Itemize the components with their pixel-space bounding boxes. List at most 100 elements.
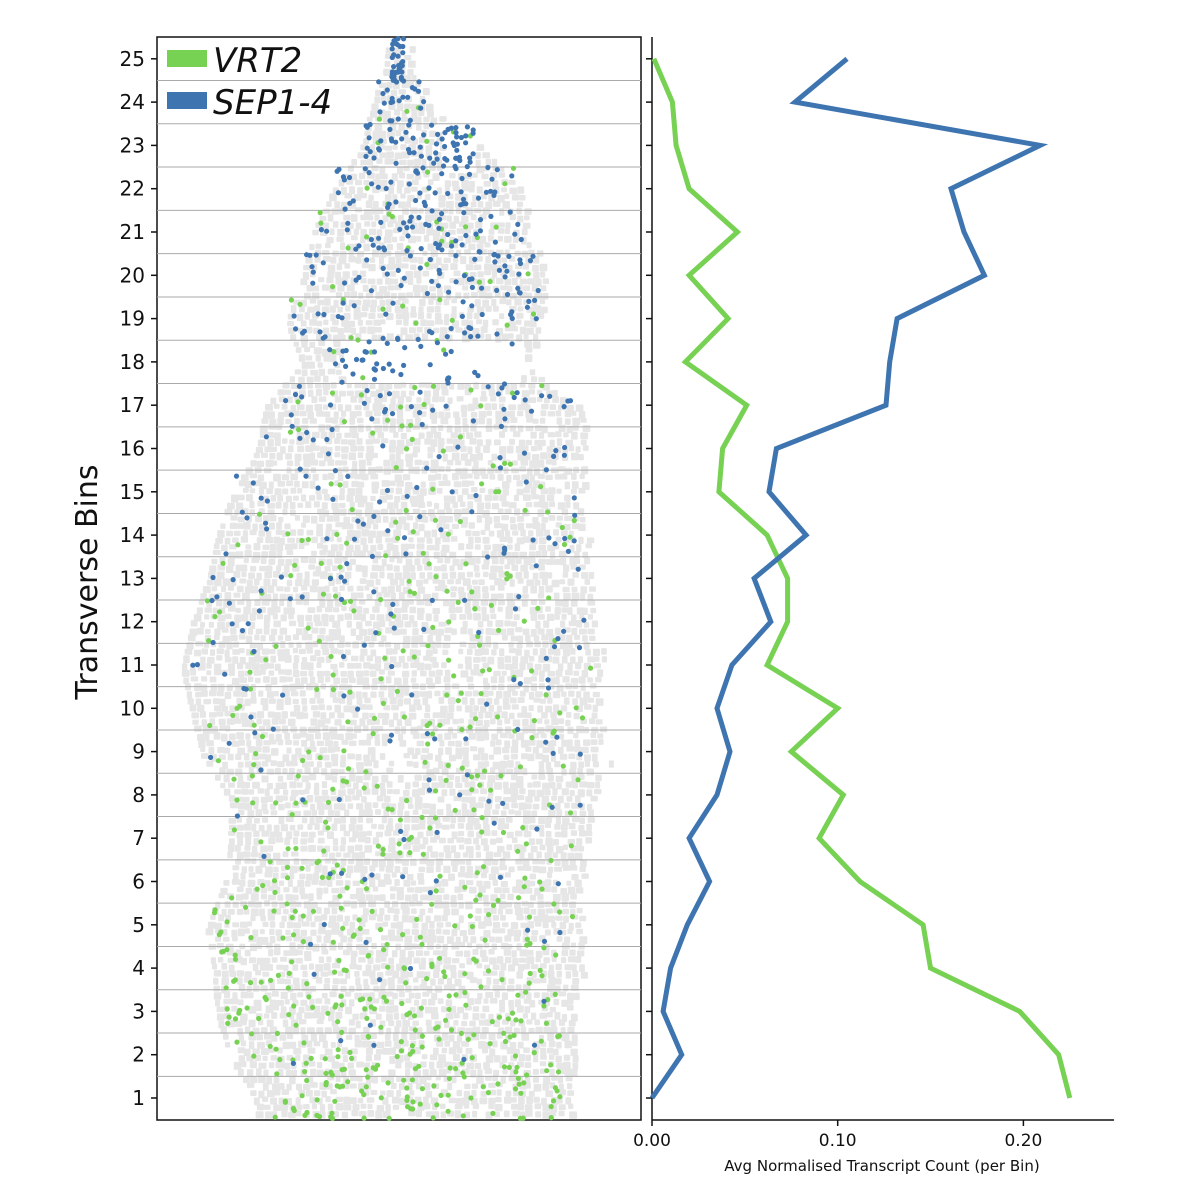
tissue-cell	[291, 754, 298, 761]
tissue-cell	[572, 572, 579, 578]
tissue-cell	[565, 669, 573, 676]
tissue-cell	[223, 998, 232, 1005]
tissue-cell	[289, 607, 295, 615]
tissue-cell	[263, 1069, 269, 1077]
tissue-cell	[215, 537, 223, 544]
tissue-cell	[353, 194, 362, 201]
tissue-cell	[579, 830, 587, 837]
tissue-cell	[523, 494, 531, 501]
tissue-cell	[439, 327, 448, 335]
tissue-cell	[426, 313, 432, 319]
tissue-cell	[469, 272, 477, 278]
tissue-cell	[495, 1096, 502, 1103]
tissue-cell	[262, 1055, 268, 1061]
tissue-cell	[495, 410, 503, 419]
tissue-cell	[455, 950, 464, 957]
tissue-cell	[340, 837, 347, 845]
tissue-cell	[432, 662, 439, 668]
tissue-cell	[457, 872, 466, 878]
tissue-cell	[347, 488, 356, 496]
tissue-cell	[216, 571, 225, 580]
tissue-cell	[505, 222, 511, 229]
tissue-cell	[520, 529, 526, 537]
tissue-cell	[347, 753, 355, 760]
tissue-cell	[523, 907, 530, 915]
tissue-cell	[251, 663, 260, 671]
tissue-cell	[366, 158, 373, 166]
tissue-cell	[283, 502, 289, 509]
tissue-cell	[267, 502, 275, 509]
tissue-cell	[481, 614, 490, 622]
tissue-cell	[223, 1033, 229, 1040]
tissue-cell	[301, 775, 309, 783]
tissue-cell	[561, 1033, 570, 1042]
tissue-cell	[332, 1026, 341, 1033]
tissue-cell	[416, 397, 422, 403]
tissue-cell	[461, 760, 470, 768]
tissue-cell	[522, 263, 529, 270]
tissue-cell	[551, 754, 556, 762]
tissue-cell	[587, 593, 594, 600]
tissue-cell	[524, 865, 532, 871]
tissue-cell	[531, 971, 537, 978]
tissue-cell	[365, 739, 372, 746]
tissue-cell	[571, 1034, 578, 1042]
tissue-cell	[427, 929, 435, 937]
tissue-cell	[275, 1061, 284, 1069]
tissue-cell	[501, 579, 507, 586]
tissue-cell	[507, 684, 516, 692]
tissue-cell	[446, 438, 453, 444]
tissue-cell	[228, 670, 235, 676]
tissue-cell	[294, 810, 301, 817]
tissue-cell	[434, 537, 441, 545]
tissue-cell	[357, 424, 364, 433]
tissue-cell	[302, 467, 309, 475]
tissue-cell	[507, 985, 515, 992]
tissue-cell	[458, 235, 464, 241]
tissue-cell	[508, 320, 516, 328]
tissue-cell	[381, 586, 388, 594]
tissue-cell	[510, 782, 518, 791]
tissue-cell	[280, 991, 288, 1000]
tissue-cell	[374, 124, 383, 133]
tissue-cell	[399, 159, 407, 166]
tissue-cell	[382, 921, 389, 927]
tissue-cell	[509, 410, 515, 419]
tissue-cell	[328, 642, 335, 649]
tissue-cell	[402, 677, 409, 685]
tissue-cell	[187, 634, 196, 642]
tissue-cell	[241, 719, 249, 727]
tissue-cell	[283, 1062, 291, 1070]
tissue-cell	[224, 613, 232, 619]
tissue-cell	[379, 753, 386, 760]
tissue-cell	[259, 859, 266, 868]
tissue-cell	[318, 340, 326, 346]
tissue-cell	[263, 411, 271, 419]
tissue-cell	[561, 613, 567, 620]
tissue-cell	[251, 585, 259, 594]
tissue-cell	[418, 502, 426, 508]
tissue-cell	[547, 970, 555, 979]
tissue-cell	[523, 831, 532, 838]
tissue-cell	[411, 816, 419, 823]
tissue-cell	[342, 271, 350, 279]
tissue-cell	[470, 1069, 477, 1078]
tissue-cell	[388, 957, 395, 965]
tissue-cell	[410, 677, 417, 683]
tissue-cell	[338, 768, 345, 774]
tissue-cell	[398, 991, 405, 998]
tissue-cell	[444, 634, 451, 641]
tissue-cell	[379, 286, 388, 294]
tissue-cell	[251, 754, 260, 761]
tissue-cell	[241, 474, 249, 481]
tissue-cell	[251, 823, 257, 832]
tissue-cell	[274, 438, 281, 447]
tissue-cell	[319, 747, 328, 754]
tissue-cell	[393, 914, 399, 922]
tissue-cell	[375, 809, 381, 815]
tissue-cell	[589, 718, 596, 724]
tissue-cell	[410, 312, 417, 318]
tissue-cell	[564, 802, 570, 809]
tissue-cell	[417, 823, 426, 830]
tissue-cell	[493, 439, 501, 446]
